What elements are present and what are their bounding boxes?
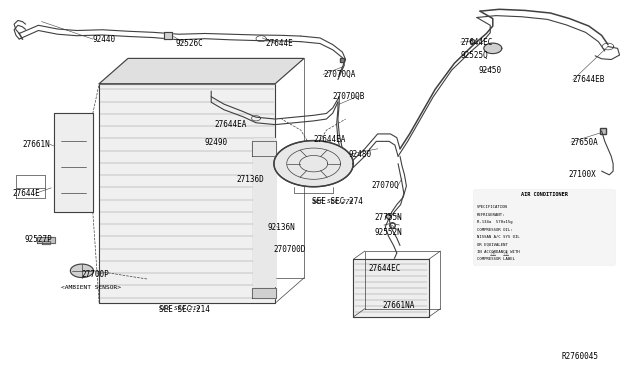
Text: 27644E: 27644E xyxy=(13,189,40,198)
Text: 27661NA: 27661NA xyxy=(383,301,415,310)
Text: 92525Q: 92525Q xyxy=(461,51,488,60)
Polygon shape xyxy=(54,113,93,212)
Text: 92450: 92450 xyxy=(479,66,502,75)
Text: 270700D: 270700D xyxy=(274,246,307,254)
Text: <AMBIENT SENSOR>: <AMBIENT SENSOR> xyxy=(61,285,121,290)
Text: SEE SEC.274: SEE SEC.274 xyxy=(312,199,353,204)
Polygon shape xyxy=(274,141,353,187)
Text: 27644E: 27644E xyxy=(266,39,293,48)
Text: 92480: 92480 xyxy=(349,150,372,159)
Text: 27644EC: 27644EC xyxy=(461,38,493,46)
Text: IN ACCORDANCE WITH: IN ACCORDANCE WITH xyxy=(477,250,520,254)
Text: SEE SEC.214: SEE SEC.214 xyxy=(159,306,200,311)
Text: 27755N: 27755N xyxy=(374,213,402,222)
Polygon shape xyxy=(484,43,502,54)
Polygon shape xyxy=(253,138,275,286)
Text: 27070QA: 27070QA xyxy=(323,70,356,79)
Polygon shape xyxy=(70,264,93,278)
Text: COMPRESSOR LABEL: COMPRESSOR LABEL xyxy=(477,257,515,262)
Polygon shape xyxy=(164,32,172,39)
Text: 27644EB: 27644EB xyxy=(573,76,605,84)
Text: 27700P: 27700P xyxy=(82,270,109,279)
Polygon shape xyxy=(353,259,429,317)
Text: 92136N: 92136N xyxy=(268,223,295,232)
Text: 27070QB: 27070QB xyxy=(333,92,365,100)
Polygon shape xyxy=(474,190,614,264)
Text: R-134a  570±15g: R-134a 570±15g xyxy=(477,220,513,224)
Text: 27644EA: 27644EA xyxy=(314,135,346,144)
Polygon shape xyxy=(252,141,276,156)
Text: OR EQUIVALENT: OR EQUIVALENT xyxy=(477,243,508,247)
Text: SPECIFICATION: SPECIFICATION xyxy=(477,205,508,209)
Text: 92552N: 92552N xyxy=(374,228,402,237)
Polygon shape xyxy=(37,237,55,243)
Text: 27644EA: 27644EA xyxy=(214,120,247,129)
Polygon shape xyxy=(42,241,50,244)
Text: AIR CONDITIONER: AIR CONDITIONER xyxy=(520,192,568,198)
Text: COMPRESSOR OIL:: COMPRESSOR OIL: xyxy=(477,228,513,232)
Text: R2760045: R2760045 xyxy=(562,352,599,361)
Polygon shape xyxy=(252,288,276,298)
Text: 27136D: 27136D xyxy=(237,175,264,184)
Text: 92440: 92440 xyxy=(93,35,116,44)
Polygon shape xyxy=(99,58,304,84)
Text: NISSAN A/C SYS OIL: NISSAN A/C SYS OIL xyxy=(477,235,520,239)
Text: REFRIGERANT:: REFRIGERANT: xyxy=(477,213,506,217)
Text: 27661N: 27661N xyxy=(22,140,50,149)
Text: 27100X: 27100X xyxy=(568,170,596,179)
Text: SEE SEC.274: SEE SEC.274 xyxy=(312,197,363,206)
Polygon shape xyxy=(99,84,275,303)
Text: 27644EC: 27644EC xyxy=(368,264,401,273)
Text: 92490: 92490 xyxy=(205,138,228,147)
Text: 27650A: 27650A xyxy=(571,138,598,147)
Text: 27070Q: 27070Q xyxy=(371,181,399,190)
Text: 92526C: 92526C xyxy=(176,39,204,48)
Text: SEE SEC.214: SEE SEC.214 xyxy=(159,305,209,314)
Text: 92527P: 92527P xyxy=(24,235,52,244)
Text: ⚠   ⚠: ⚠ ⚠ xyxy=(490,251,509,257)
